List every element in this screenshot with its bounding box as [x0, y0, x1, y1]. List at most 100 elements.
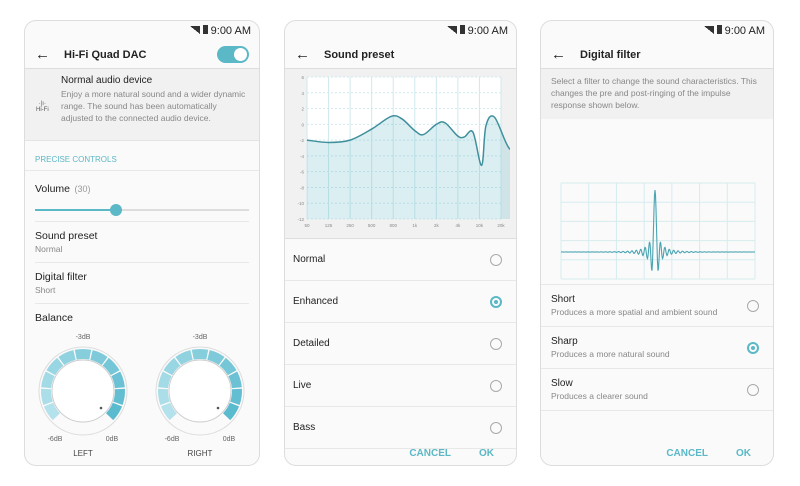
x-tick-label: 2k: [434, 223, 440, 228]
radio-button[interactable]: [490, 379, 502, 392]
impulse-response-chart: [560, 182, 756, 280]
volume-slider[interactable]: [35, 203, 249, 217]
radio-button[interactable]: [490, 421, 502, 434]
filter-option[interactable]: Slow Produces a clearer sound: [541, 369, 773, 411]
radio-button[interactable]: [490, 337, 502, 350]
slider-thumb[interactable]: [110, 204, 123, 216]
option-label: Sharp: [551, 336, 578, 347]
balance-row: Balance: [35, 304, 249, 332]
y-tick-label: -2: [300, 138, 304, 143]
sound-preset-value: Normal: [35, 244, 63, 254]
knob-segment: [228, 371, 242, 389]
balance-label: Balance: [35, 312, 73, 324]
knob-segment: [41, 371, 55, 389]
battery-icon: [459, 25, 465, 34]
status-bar: 9:00 AM: [25, 21, 259, 41]
knob-indicator: [99, 406, 103, 410]
digital-filter-row[interactable]: Digital filter Short: [35, 263, 249, 304]
preset-option[interactable]: Detailed: [285, 323, 516, 365]
x-tick-label: 4k: [456, 223, 462, 228]
impulse-curve: [560, 189, 756, 271]
knob-dial[interactable]: [168, 359, 232, 423]
knob-dial[interactable]: [51, 359, 115, 423]
radio-button[interactable]: [490, 253, 502, 266]
back-arrow-icon[interactable]: ←: [551, 46, 566, 63]
y-tick-label: -10: [297, 201, 304, 206]
option-label: Slow: [551, 378, 573, 389]
radio-button[interactable]: [747, 383, 759, 396]
digital-filter-label: Digital filter: [35, 271, 87, 283]
ok-button[interactable]: OK: [479, 448, 494, 459]
y-tick-label: -8: [300, 185, 304, 190]
x-tick-label: 20k: [497, 223, 505, 228]
knob-segment: [191, 349, 209, 360]
signal-icon: [703, 26, 714, 34]
knob-segment: [223, 402, 240, 421]
option-label: Live: [293, 380, 312, 391]
x-tick-label: 1k: [412, 223, 418, 228]
balance-knobs[interactable]: -3dB -6dB 0dB LEFT -3dB -6dB 0dB RIGHT: [25, 329, 260, 466]
knob-segment: [158, 371, 172, 389]
info-block: ·|ı· Hi-Fi Normal audio device Enjoy a mo…: [25, 69, 259, 141]
clock: 9:00 AM: [724, 25, 765, 37]
page-title: Sound preset: [324, 48, 395, 61]
radio-button[interactable]: [747, 299, 759, 312]
filter-option[interactable]: Sharp Produces a more natural sound: [541, 327, 773, 369]
right-knob-max: 0dB: [223, 436, 236, 443]
eq-curve: [306, 115, 516, 167]
right-knob-top: -3dB: [193, 334, 208, 341]
right-knob-min: -6dB: [165, 436, 180, 443]
preset-option[interactable]: Enhanced: [285, 281, 516, 323]
x-tick-label: 125: [325, 223, 333, 228]
y-tick-label: 0: [301, 122, 304, 127]
option-desc: Produces a more spatial and ambient soun…: [551, 307, 718, 317]
back-arrow-icon[interactable]: ←: [295, 46, 310, 63]
right-knob-label: RIGHT: [188, 449, 213, 458]
dac-toggle[interactable]: [217, 46, 249, 63]
hifi-icon: ·|ı· Hi-Fi: [36, 101, 49, 113]
status-bar: 9:00 AM: [285, 21, 516, 41]
ok-button[interactable]: OK: [736, 448, 751, 459]
x-tick-label: 500: [368, 223, 376, 228]
knob-segment: [102, 357, 120, 376]
filter-option[interactable]: Short Produces a more spatial and ambient…: [541, 285, 773, 327]
sound-preset-screen: 9:00 AM ← Sound preset 6 4 2 0 -2 -4 -6 -8 -10 -12…: [284, 20, 517, 466]
preset-option[interactable]: Live: [285, 365, 516, 407]
signal-icon: [446, 26, 457, 34]
status-bar: 9:00 AM: [541, 21, 773, 41]
knob-segment: [58, 350, 76, 366]
knob-segment: [113, 388, 126, 405]
filter-description: Select a filter to change the sound char…: [541, 69, 773, 119]
x-tick-label: 50: [304, 223, 310, 228]
plot-area: [307, 77, 501, 219]
battery-icon: [716, 25, 722, 34]
option-label: Normal: [293, 254, 326, 265]
left-knob-top: -3dB: [76, 334, 91, 341]
option-label: Enhanced: [293, 296, 339, 307]
knob-segment: [207, 350, 225, 366]
dac-settings-screen: 9:00 AM ← Hi-Fi Quad DAC ·|ı· Hi-Fi Normal…: [24, 20, 260, 466]
back-arrow-icon[interactable]: ←: [35, 46, 50, 63]
preset-option[interactable]: Normal: [285, 239, 516, 281]
radio-button[interactable]: [490, 295, 502, 308]
clock: 9:00 AM: [210, 25, 251, 37]
clock: 9:00 AM: [467, 25, 508, 37]
knob-segment: [158, 388, 170, 405]
sound-preset-row[interactable]: Sound preset Normal: [35, 221, 249, 263]
cancel-button[interactable]: CANCEL: [409, 448, 451, 459]
y-tick-label: 4: [301, 91, 304, 96]
y-tick-label: 2: [301, 107, 304, 112]
battery-icon: [202, 25, 208, 34]
cancel-button[interactable]: CANCEL: [666, 448, 708, 459]
volume-label: Volume: [35, 183, 71, 195]
knob-segment: [41, 388, 53, 405]
knob-segment: [230, 388, 242, 405]
preset-option[interactable]: Bass: [285, 407, 516, 449]
radio-button[interactable]: [747, 341, 759, 354]
option-desc: Produces a clearer sound: [551, 391, 648, 401]
volume-row: Volume (30): [35, 171, 249, 197]
info-desc: Enjoy a more natural sound and a wider d…: [61, 89, 246, 123]
x-tick-label: 250: [346, 223, 354, 228]
knob-segment: [106, 402, 123, 421]
knob-indicator: [216, 406, 220, 410]
